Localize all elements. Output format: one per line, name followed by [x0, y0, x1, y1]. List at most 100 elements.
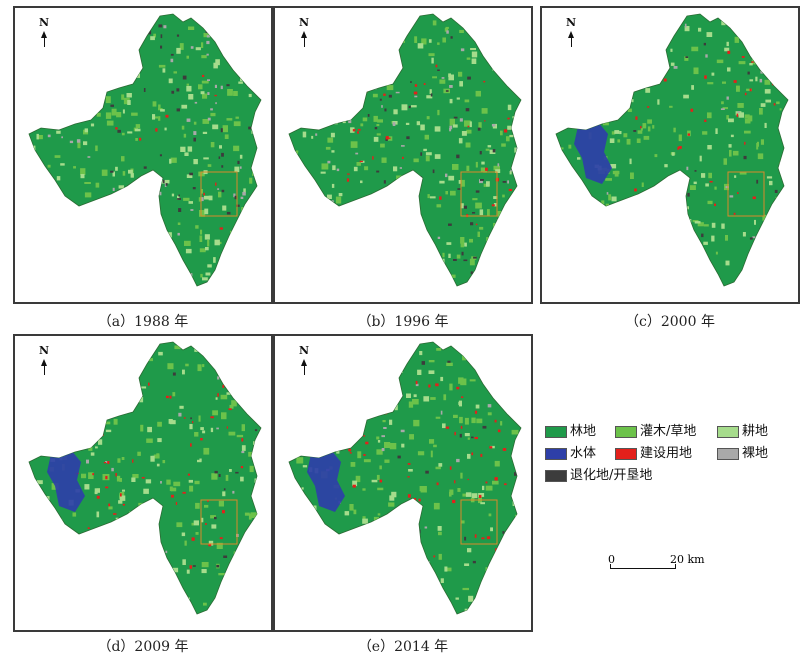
built-up-patch — [219, 227, 223, 230]
cropland-patch — [760, 247, 763, 251]
bare-land-patch — [86, 459, 89, 464]
shrub-grass-patch — [303, 82, 310, 87]
bare-land-patch — [135, 65, 140, 70]
cropland-patch — [484, 261, 489, 266]
cropland-patch — [378, 564, 384, 571]
shrub-grass-patch — [714, 186, 717, 190]
degraded-land-patch — [153, 183, 157, 186]
built-up-patch — [132, 459, 134, 463]
shrub-grass-patch — [460, 237, 465, 244]
shrub-grass-patch — [375, 411, 383, 415]
cropland-patch — [671, 152, 675, 156]
built-up-patch — [415, 380, 418, 385]
bare-land-patch — [509, 383, 514, 386]
bare-land-patch — [516, 36, 520, 41]
shrub-grass-patch — [171, 487, 177, 492]
built-up-patch — [253, 417, 257, 421]
degraded-land-patch — [226, 84, 230, 87]
bare-land-patch — [750, 49, 754, 52]
degraded-land-patch — [235, 471, 239, 474]
shrub-grass-patch — [738, 61, 746, 65]
cropland-patch — [246, 607, 249, 614]
built-up-patch — [402, 156, 404, 159]
shrub-grass-patch — [183, 133, 187, 138]
shrub-grass-patch — [746, 88, 752, 91]
shrub-grass-patch — [121, 156, 125, 162]
cropland-patch — [153, 258, 157, 262]
shrub-grass-patch — [52, 40, 59, 47]
shrub-grass-patch — [506, 136, 510, 142]
shrub-grass-patch — [186, 83, 189, 86]
shrub-grass-patch — [568, 144, 572, 149]
degraded-land-patch — [176, 108, 180, 112]
shrub-grass-patch — [625, 243, 628, 249]
degraded-land-patch — [502, 531, 505, 534]
shrub-grass-patch — [143, 230, 147, 237]
built-up-patch — [486, 536, 491, 540]
bare-land-patch — [87, 156, 91, 158]
shrub-grass-patch — [409, 434, 414, 440]
shrub-grass-patch — [290, 279, 297, 283]
shrub-grass-patch — [459, 29, 464, 33]
bare-land-patch — [216, 427, 219, 430]
bare-land-patch — [369, 591, 373, 595]
cropland-patch — [234, 166, 240, 173]
shrub-grass-patch — [748, 270, 755, 274]
shrub-grass-patch — [306, 601, 311, 606]
built-up-patch — [383, 93, 386, 96]
cropland-patch — [100, 550, 107, 556]
shrub-grass-patch — [374, 359, 379, 364]
cropland-patch — [258, 598, 261, 602]
built-up-patch — [372, 156, 374, 160]
shrub-grass-patch — [513, 545, 520, 551]
cropland-patch — [593, 92, 599, 97]
shrub-grass-patch — [435, 466, 441, 470]
cropland-patch — [122, 489, 125, 492]
cropland-patch — [162, 68, 166, 73]
shrub-grass-patch — [639, 58, 646, 62]
shrub-grass-patch — [421, 38, 427, 45]
cropland-patch — [150, 569, 154, 573]
degraded-land-patch — [366, 209, 369, 213]
built-up-patch — [215, 182, 217, 186]
shrub-grass-patch — [363, 459, 371, 463]
degraded-land-patch — [465, 108, 470, 112]
cropland-patch — [693, 181, 697, 185]
shrub-grass-patch — [702, 131, 708, 135]
degraded-land-patch — [383, 180, 386, 184]
shrub-grass-patch — [216, 542, 223, 549]
shrub-grass-patch — [312, 354, 317, 357]
shrub-grass-patch — [647, 126, 651, 132]
shrub-grass-patch — [200, 273, 203, 278]
shrub-grass-patch — [143, 564, 148, 571]
shrub-grass-patch — [697, 222, 704, 227]
shrub-grass-patch — [616, 209, 619, 214]
shrub-grass-patch — [229, 404, 234, 409]
built-up-patch — [92, 550, 95, 553]
shrub-grass-patch — [744, 119, 751, 124]
cropland-patch — [378, 551, 381, 556]
highlight-box — [727, 171, 765, 217]
shrub-grass-patch — [177, 222, 181, 225]
shrub-grass-patch — [617, 139, 621, 143]
shrub-grass-patch — [221, 412, 227, 420]
built-up-patch — [205, 523, 207, 525]
degraded-land-patch — [374, 127, 378, 130]
shrub-grass-patch — [618, 224, 625, 228]
shrub-grass-patch — [213, 280, 220, 286]
bare-land-patch — [478, 31, 481, 34]
cropland-patch — [254, 344, 259, 347]
shrub-grass-patch — [589, 282, 593, 286]
cropland-patch — [197, 459, 202, 463]
degraded-land-patch — [477, 127, 481, 131]
shrub-grass-patch — [200, 189, 203, 194]
cropland-patch — [362, 607, 365, 611]
shrub-grass-patch — [31, 553, 37, 560]
cropland-patch — [177, 195, 180, 200]
built-up-patch — [84, 83, 88, 86]
shrub-grass-patch — [123, 517, 130, 520]
shrub-grass-patch — [402, 550, 409, 558]
shrub-grass-patch — [226, 118, 233, 121]
shrub-grass-patch — [425, 155, 430, 162]
bare-land-patch — [193, 131, 197, 135]
